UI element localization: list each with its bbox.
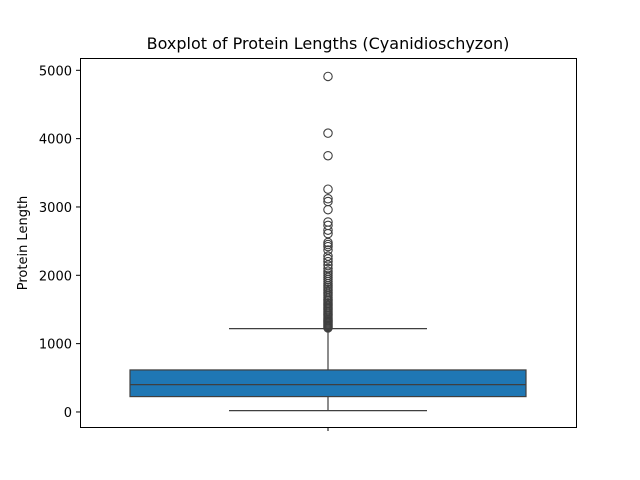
axes-frame [80,58,577,428]
y-tick-label: 2000 [39,269,72,284]
outlier-point [323,150,333,161]
y-tick-label: 0 [64,406,72,421]
y-tick-label: 1000 [39,338,72,353]
y-tick-label: 4000 [39,133,72,148]
outlier-point [323,184,333,194]
outlier-point [323,71,333,82]
outlier-point [323,263,333,274]
y-tick-label: 3000 [39,201,72,216]
chart-title: Boxplot of Protein Lengths (Cyanidioschy… [147,34,510,53]
plot-area: 0 1000 2000 3000 4000 5000 [39,64,527,431]
outlier-point [323,217,333,227]
iqr-box [129,369,527,398]
outlier-point [323,266,333,276]
outlier-point [323,196,333,207]
y-axis-label: Protein Length [16,196,31,291]
outlier-point [323,194,333,204]
outlier-point [323,251,333,261]
outlier-point [323,128,333,138]
y-tick-label: 5000 [39,64,72,79]
outlier-point [323,220,333,231]
outlier-point [323,245,333,255]
outlier-point [323,256,333,267]
